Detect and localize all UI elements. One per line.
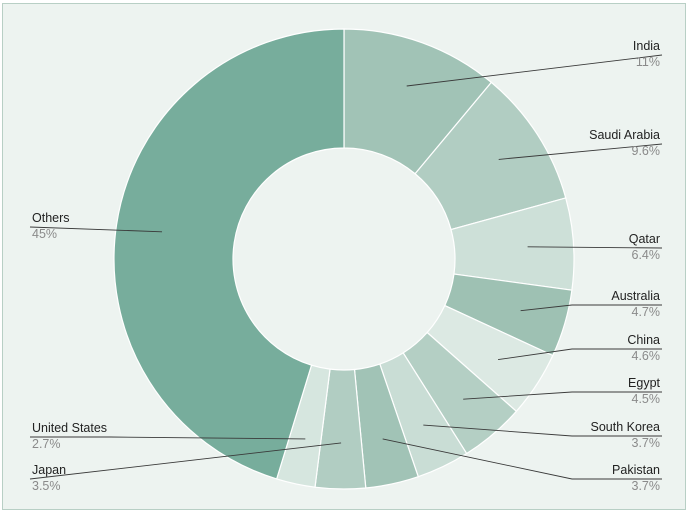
leader-line-pakistan (382, 438, 662, 480)
value-australia: 4.7% (632, 305, 661, 319)
leader-line-japan (29, 442, 342, 480)
value-pakistan: 3.7% (632, 479, 661, 493)
leader-line-australia (520, 304, 662, 312)
label-others: Others (32, 211, 70, 225)
value-others: 45% (32, 227, 57, 241)
value-united-states: 2.7% (32, 437, 61, 451)
label-saudi-arabia: Saudi Arabia (589, 128, 660, 142)
leader-line-united-states (30, 436, 306, 440)
value-china: 4.6% (632, 349, 661, 363)
leader-line-egypt (463, 391, 662, 400)
label-japan: Japan (32, 463, 66, 477)
labels: India 11% Saudi Arabia 9.6% Qatar 6.4% Austral… (29, 39, 663, 493)
label-pakistan: Pakistan (612, 463, 660, 477)
leader-line-south-korea (423, 424, 662, 437)
value-japan: 3.5% (32, 479, 61, 493)
label-egypt: Egypt (628, 376, 660, 390)
label-india: India (633, 39, 660, 53)
label-china: China (627, 333, 660, 347)
label-south-korea: South Korea (591, 420, 661, 434)
value-india: 11% (636, 55, 660, 69)
slice-others (113, 28, 345, 480)
value-qatar: 6.4% (632, 248, 661, 262)
slices (113, 28, 575, 490)
label-qatar: Qatar (629, 232, 660, 246)
leader-line-china (498, 348, 662, 361)
value-south-korea: 3.7% (632, 436, 661, 450)
value-saudi-arabia: 9.6% (632, 144, 661, 158)
label-australia: Australia (611, 289, 660, 303)
leader-line-others (29, 226, 163, 233)
leader-line-india (406, 54, 663, 87)
leader-line-qatar (527, 246, 663, 249)
leader-line-saudi-arabia (498, 143, 663, 160)
value-egypt: 4.5% (632, 392, 661, 406)
label-united-states: United States (32, 421, 107, 435)
